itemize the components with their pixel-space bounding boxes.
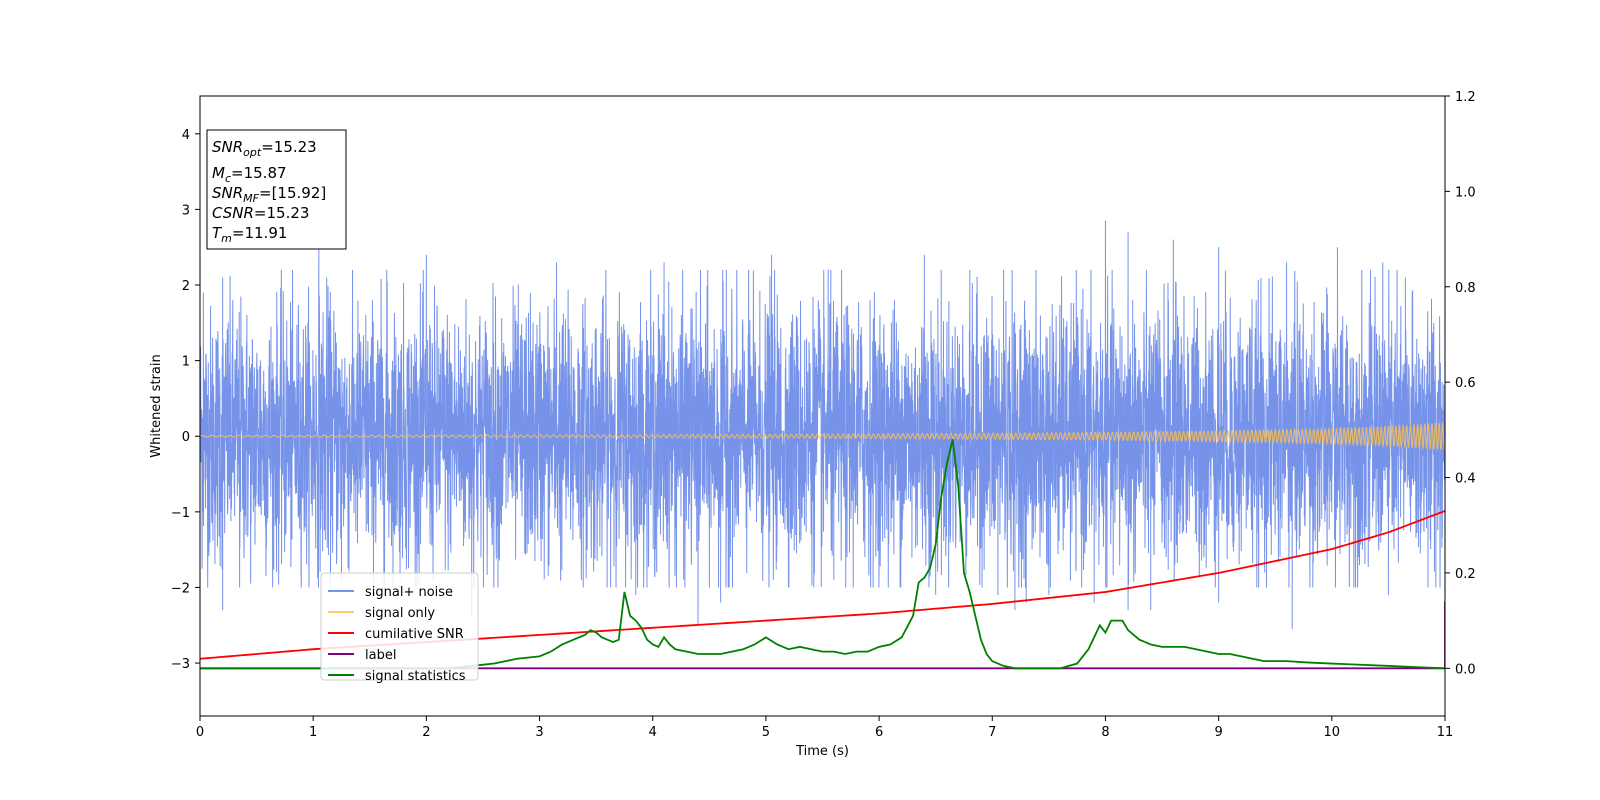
y-right-tick-label: 1.0 (1455, 185, 1476, 200)
x-tick-label: 2 (422, 725, 430, 740)
y-axis-right: 0.0 0.2 0.4 0.6 0.8 1.0 1.2 (1445, 90, 1476, 677)
y-left-tick-label: −1 (171, 506, 190, 521)
annotation-frame (206, 129, 347, 250)
x-tick-label: 10 (1324, 725, 1341, 740)
x-axis: 0 1 2 3 4 5 6 7 8 9 10 11 (196, 716, 1453, 740)
y-right-tick-label: 0.4 (1455, 472, 1476, 487)
y-left-tick-label: 0 (182, 430, 190, 445)
legend-label-2: cumilative SNR (365, 627, 464, 642)
x-tick-label: 11 (1437, 725, 1454, 740)
series-signal-statistics-line (200, 439, 1445, 670)
y-left-tick-label: −2 (171, 581, 190, 596)
y-right-tick-label: 0.0 (1455, 662, 1476, 677)
series-signal-only-line (200, 421, 1445, 451)
legend-label-1: signal only (365, 606, 435, 621)
annotation-line-snr-opt: SNRopt=15.23 (212, 138, 317, 159)
legend-label-3: label (365, 648, 396, 663)
y-left-tick-label: 2 (182, 279, 190, 294)
legend: signal+ noise signal only cumilative SNR la… (320, 572, 479, 684)
x-tick-label: 1 (309, 725, 317, 740)
plot-frame (199, 95, 1446, 717)
y-right-tick-label: 0.2 (1455, 567, 1476, 582)
legend-label-0: signal+ noise (365, 585, 453, 600)
annotation-line-csnr: CSNR=15.23 (212, 204, 309, 222)
x-tick-label: 9 (1214, 725, 1222, 740)
x-tick-label: 8 (1101, 725, 1109, 740)
x-tick-label: 3 (535, 725, 543, 740)
annotation-line-tm: Tm=11.91 (212, 224, 287, 245)
annotation-line-snr-mf: SNRMF=[15.92] (212, 184, 326, 205)
x-tick-label: 0 (196, 725, 204, 740)
y-left-tick-label: 3 (182, 203, 190, 218)
legend-frame (320, 572, 479, 681)
y-left-tick-label: 4 (182, 128, 190, 143)
annotation-line-mc: Mc=15.87 (212, 164, 287, 185)
y-axis-label: Whitened strain (149, 354, 164, 457)
x-tick-label: 5 (762, 725, 770, 740)
x-tick-label: 6 (875, 725, 883, 740)
y-left-tick-label: 1 (182, 355, 190, 370)
legend-label-4: signal statistics (365, 669, 466, 684)
y-left-tick-label: −3 (171, 657, 190, 672)
x-axis-label: Time (s) (795, 744, 849, 759)
y-right-tick-label: 1.2 (1455, 90, 1476, 105)
annotation-box: SNRopt=15.23 Mc=15.87 SNRMF=[15.92] CSNR… (206, 129, 347, 250)
x-tick-label: 4 (649, 725, 657, 740)
y-right-tick-label: 0.8 (1455, 281, 1476, 296)
y-axis-left: −3 −2 −1 0 1 2 3 4 (171, 128, 200, 672)
y-right-tick-label: 0.6 (1455, 376, 1476, 391)
x-tick-label: 7 (988, 725, 996, 740)
